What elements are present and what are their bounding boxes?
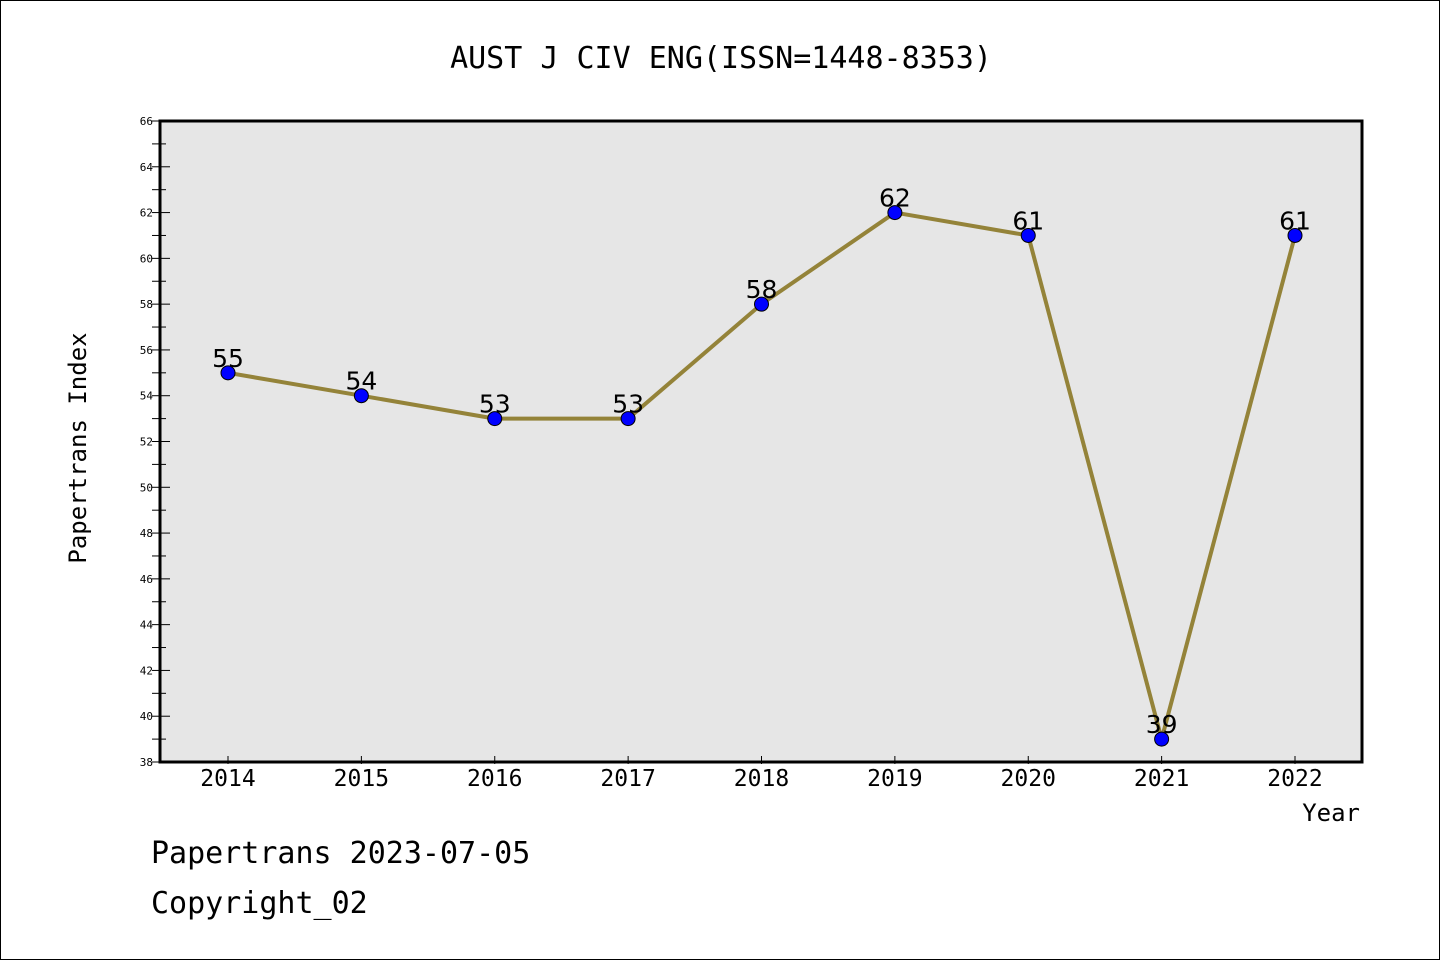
y-tick-label: 54 <box>140 390 154 403</box>
y-tick-label: 48 <box>140 527 153 540</box>
plot-area <box>158 119 1364 764</box>
y-tick-label: 58 <box>140 298 153 311</box>
x-tick-label: 2022 <box>1267 766 1322 792</box>
y-tick-label: 38 <box>140 756 153 769</box>
y-tick-label: 44 <box>140 619 154 632</box>
data-label: 53 <box>479 390 511 419</box>
data-label: 58 <box>746 275 778 304</box>
data-point <box>620 411 636 427</box>
x-tick-label: 2016 <box>467 766 522 792</box>
y-tick-label: 40 <box>140 710 153 723</box>
data-label: 61 <box>1012 206 1044 235</box>
data-point <box>1154 731 1170 747</box>
data-point <box>1287 227 1303 243</box>
data-label: 39 <box>1146 710 1178 739</box>
x-tick-label: 2021 <box>1134 766 1189 792</box>
x-tick-label: 2020 <box>1001 766 1056 792</box>
y-axis: 38 40 42 44 46 48 50 52 54 56 58 60 62 64 66 <box>140 115 170 769</box>
x-tick-label: 2018 <box>734 766 789 792</box>
data-label: 53 <box>612 390 644 419</box>
y-tick-label: 56 <box>140 344 153 357</box>
y-tick-label: 60 <box>140 252 153 265</box>
data-point <box>1020 227 1036 243</box>
y-tick-label: 62 <box>140 207 153 220</box>
footer-copyright: Copyright_02 <box>151 886 368 921</box>
y-axis-label: Papertrans Index <box>64 332 92 563</box>
x-axis: 2014 2015 2016 2017 2018 2019 2020 2021 2022 <box>200 756 1323 792</box>
data-point <box>887 205 903 221</box>
data-point <box>754 296 769 312</box>
x-tick-label: 2019 <box>867 766 922 792</box>
y-tick-label: 66 <box>140 115 153 128</box>
x-tick-label: 2015 <box>334 766 389 792</box>
series-group: 55 54 53 53 58 62 61 39 61 <box>212 184 1311 747</box>
x-tick-label: 2017 <box>600 766 655 792</box>
data-label: 62 <box>879 184 911 213</box>
x-tick-label: 2014 <box>200 766 255 792</box>
y-tick-label: 42 <box>140 664 153 677</box>
y-tick-label: 64 <box>140 161 154 174</box>
data-point <box>487 411 503 427</box>
x-axis-label: Year <box>1302 799 1360 827</box>
footer-date: Papertrans 2023-07-05 <box>151 836 531 871</box>
y-tick-label: 52 <box>140 436 153 449</box>
data-label: 55 <box>212 344 244 373</box>
data-point <box>353 388 369 404</box>
chart-title: AUST J CIV ENG(ISSN=1448-8353) <box>450 41 992 76</box>
data-label: 61 <box>1279 206 1311 235</box>
y-tick-label: 50 <box>140 481 153 494</box>
y-tick-label: 46 <box>140 573 153 586</box>
data-label: 54 <box>345 367 377 396</box>
data-point <box>220 365 236 381</box>
